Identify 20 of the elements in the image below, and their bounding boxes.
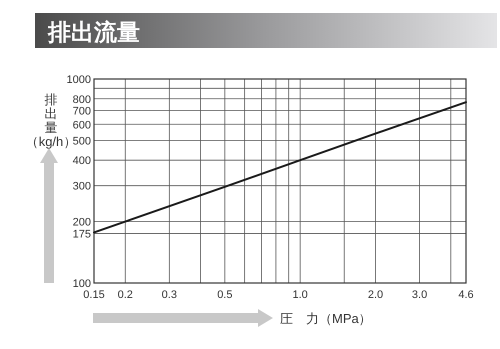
x-tick-label: 0.2 bbox=[118, 289, 133, 301]
y-tick-label: 1000 bbox=[66, 74, 91, 86]
y-tick-label: 600 bbox=[72, 119, 91, 132]
chart-title: 排出流量 bbox=[47, 19, 140, 45]
x-tick-label: 1.0 bbox=[292, 289, 308, 301]
y-tick-label: 400 bbox=[72, 155, 91, 168]
x-tick-label: 0.3 bbox=[162, 289, 177, 301]
x-tick-label: 0.5 bbox=[217, 289, 232, 301]
y-tick-label: 175 bbox=[72, 228, 91, 240]
y-tick-label: 300 bbox=[72, 180, 91, 193]
y-tick-label: 100 bbox=[72, 278, 91, 290]
x-tick-label: 2.0 bbox=[368, 289, 384, 301]
x-tick-label: 4.6 bbox=[458, 289, 474, 301]
y-tick-label: 700 bbox=[72, 106, 91, 118]
x-axis-title: 圧 力（MPa） bbox=[280, 311, 372, 326]
x-tick-label: 3.0 bbox=[412, 289, 428, 301]
y-tick-label: 500 bbox=[72, 135, 91, 148]
y-tick-label: 800 bbox=[72, 94, 91, 106]
y-tick-label: 200 bbox=[72, 216, 91, 229]
x-tick-label: 0.15 bbox=[83, 289, 105, 301]
